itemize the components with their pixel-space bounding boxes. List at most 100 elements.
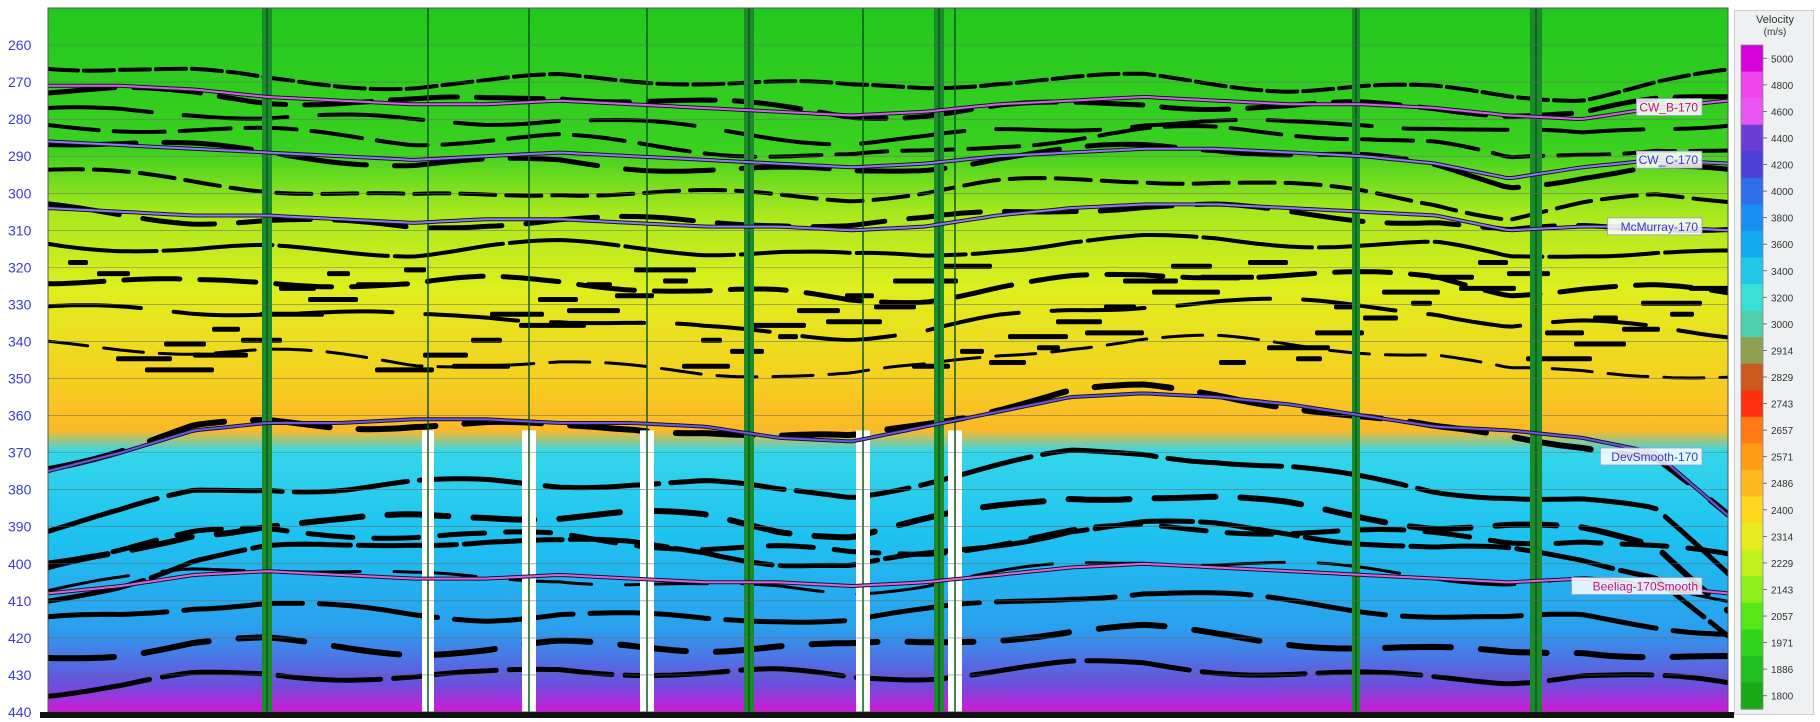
horizon-label-box bbox=[1636, 150, 1703, 169]
reflector-band bbox=[48, 269, 1728, 306]
horizon-label: Beeliag-170Smooth bbox=[1593, 580, 1698, 594]
reflector-fragment bbox=[797, 308, 840, 314]
reflector-band bbox=[48, 621, 1728, 662]
reflector-fragment bbox=[327, 271, 350, 277]
reflector-fragment bbox=[826, 319, 882, 325]
colorbar-swatch bbox=[1741, 469, 1763, 498]
colorbar-tick-label: 1800 bbox=[1771, 692, 1794, 703]
reflector-fragment bbox=[1689, 285, 1728, 291]
y-tick-label: 380 bbox=[8, 482, 32, 498]
horizon-label: DevSmooth-170 bbox=[1611, 450, 1698, 464]
reflector-fragment bbox=[1248, 260, 1288, 265]
reflector-fragment bbox=[193, 352, 248, 358]
horizon-label-box bbox=[1607, 217, 1703, 236]
y-tick-label: 440 bbox=[8, 704, 32, 720]
reflector-band bbox=[48, 333, 1728, 380]
y-tick-label: 340 bbox=[8, 333, 32, 349]
colorbar-tick-label: 2314 bbox=[1771, 532, 1794, 543]
horizon-label: McMurray-170 bbox=[1621, 220, 1699, 234]
reflector-fragment bbox=[1219, 360, 1246, 365]
colorbar-tick-label: 5000 bbox=[1771, 54, 1794, 65]
reflector-fragment bbox=[1104, 304, 1136, 310]
colorbar-swatch bbox=[1741, 230, 1763, 259]
reflector-fragment bbox=[1641, 300, 1702, 306]
reflector-fragment bbox=[1430, 274, 1474, 280]
horizon-line bbox=[48, 392, 1728, 517]
reflector-fragment bbox=[116, 356, 172, 362]
colorbar-title: Velocity bbox=[1756, 14, 1794, 26]
colorbar-swatch bbox=[1741, 124, 1763, 152]
reflector-fragment bbox=[1334, 304, 1356, 310]
y-tick-label: 400 bbox=[8, 556, 32, 572]
reflector-fragment bbox=[682, 363, 730, 369]
y-tick-label: 390 bbox=[8, 519, 32, 535]
well-tracks bbox=[262, 8, 1542, 712]
reflector-fragment bbox=[634, 267, 696, 273]
colorbar-swatch bbox=[1741, 416, 1763, 444]
horizon-layer: CW_B-170 CW_C-170 McMurray-170 DevSmooth-17… bbox=[48, 83, 1728, 596]
reflector-fragment bbox=[423, 352, 468, 358]
reflector-fragment bbox=[212, 326, 240, 332]
reflector-fragment bbox=[941, 263, 992, 269]
colorbar-swatch bbox=[1741, 204, 1763, 232]
colorbar-tick-label: 2143 bbox=[1771, 585, 1794, 596]
reflector-band bbox=[48, 447, 1728, 576]
reflector-fragment bbox=[375, 367, 434, 373]
y-tick-label: 320 bbox=[8, 259, 32, 275]
reflector-fragment bbox=[1411, 300, 1432, 306]
colorbar-tick-label: 2486 bbox=[1771, 479, 1794, 490]
colorbar-swatch bbox=[1741, 523, 1763, 551]
bottom-bar bbox=[40, 712, 1734, 718]
colorbar-tick-label: 3600 bbox=[1771, 240, 1794, 251]
reflector-fragment bbox=[1382, 289, 1440, 295]
colorbar-tick-label: 3000 bbox=[1771, 320, 1794, 331]
reflector-band bbox=[48, 139, 1728, 191]
reflector-fragment bbox=[308, 297, 358, 302]
colorbar-tick-label: 4800 bbox=[1771, 81, 1794, 92]
reflector-fragment bbox=[960, 348, 984, 354]
reflector-fragment bbox=[567, 308, 620, 314]
reflector-fragment bbox=[989, 360, 1026, 365]
colorbar-swatch bbox=[1741, 602, 1763, 630]
reflector-fragment bbox=[1622, 326, 1660, 332]
colorbar-tick-label: 4000 bbox=[1771, 187, 1794, 198]
reflector-fragment bbox=[1459, 285, 1516, 291]
reflector-fragment bbox=[241, 337, 282, 343]
colorbar-tick-label: 2743 bbox=[1771, 400, 1794, 411]
colorbar-tick-label: 2229 bbox=[1771, 559, 1794, 570]
colorbar-swatch bbox=[1741, 177, 1763, 205]
y-tick-label: 270 bbox=[8, 74, 32, 90]
reflector-fragment bbox=[97, 271, 130, 277]
reflector-fragment bbox=[663, 278, 688, 284]
horizon-label: CW_C-170 bbox=[1639, 153, 1699, 167]
plot-background bbox=[48, 8, 1728, 712]
reflector-fragment bbox=[1363, 315, 1398, 321]
colorbar-swatch bbox=[1741, 682, 1763, 710]
colorbar-tick-label: 3800 bbox=[1771, 214, 1794, 225]
reflector-fragment bbox=[1526, 356, 1592, 362]
reflector-band bbox=[48, 233, 1728, 259]
y-tick-label: 280 bbox=[8, 111, 32, 127]
colorbar-tick-label: 1886 bbox=[1771, 665, 1794, 676]
reflector-fragment bbox=[1171, 263, 1212, 269]
reflector-fragment bbox=[1593, 315, 1618, 321]
reflector-fragment bbox=[1037, 345, 1060, 351]
reflector-fragment bbox=[1152, 289, 1220, 295]
colorbar-tick-label: 2657 bbox=[1771, 426, 1794, 437]
reflector-band bbox=[48, 493, 1728, 614]
reflector-fragment bbox=[68, 260, 88, 265]
horizon-label-box bbox=[1571, 577, 1703, 595]
reflector-band bbox=[48, 518, 1728, 639]
reflector-fragment bbox=[912, 363, 950, 369]
y-tick-label: 410 bbox=[8, 593, 32, 609]
reflector-fragment bbox=[164, 341, 206, 347]
y-tick-label: 420 bbox=[8, 630, 32, 646]
reflector-fragment bbox=[586, 282, 612, 288]
y-tick-label: 310 bbox=[8, 222, 32, 238]
reflector-fragment bbox=[1670, 311, 1694, 317]
y-tick-label: 300 bbox=[8, 185, 32, 201]
reflector-fragment bbox=[1478, 260, 1508, 265]
colorbar-swatch bbox=[1741, 576, 1763, 604]
reflector-fragment bbox=[1574, 341, 1626, 347]
colorbar-tick-label: 2914 bbox=[1771, 346, 1794, 357]
